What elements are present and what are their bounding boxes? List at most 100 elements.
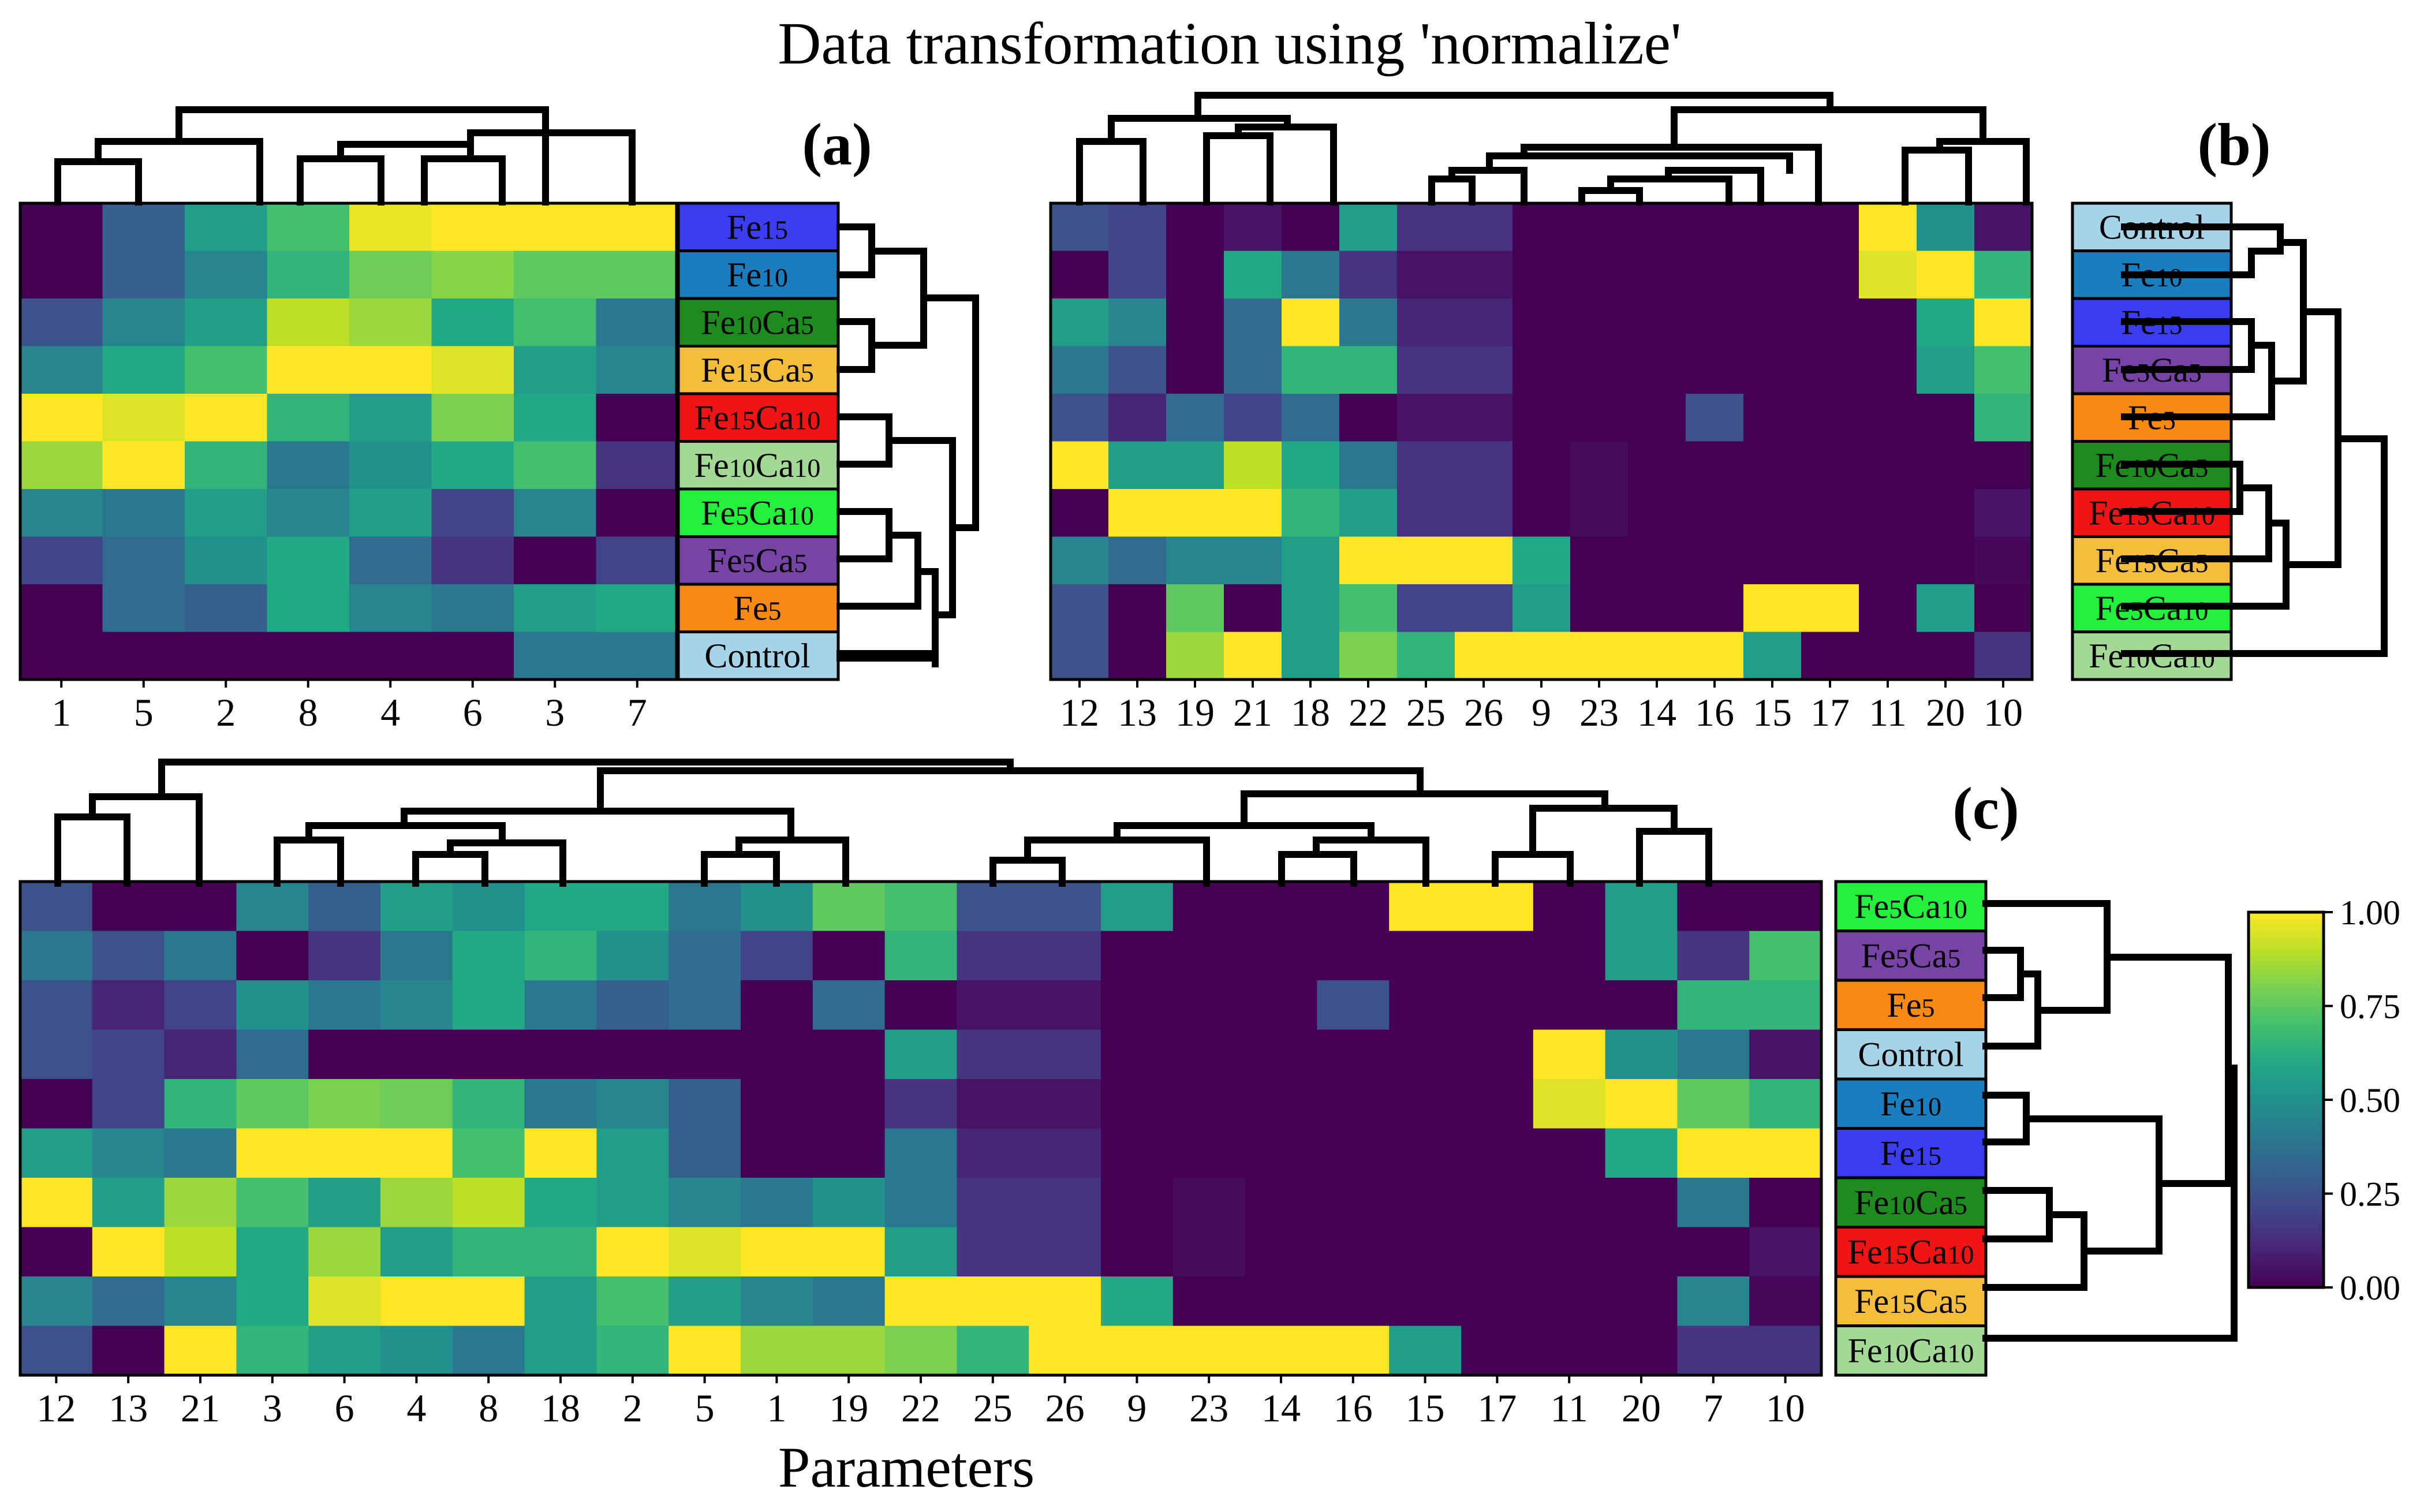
heatmap-cell-c-Fe10-6: [308, 1079, 381, 1129]
heatmap-cell-c-Fe15Ca5-10: [1749, 1276, 1822, 1327]
heatmap-cell-c-Fe15-15: [1389, 1128, 1462, 1178]
heatmap-cell-b-Fe15Ca10-11: [1859, 489, 1917, 537]
heatmap-cell-a-Fe15Ca10-3: [514, 394, 597, 442]
heatmap-cell-b-Fe5-16: [1686, 394, 1744, 442]
heatmap-cell-a-Fe5-5: [102, 584, 185, 633]
heatmap-cell-c-Fe5Ca5-2: [596, 931, 669, 981]
heatmap-cell-a-Fe10-6: [431, 251, 514, 299]
heatmap-cell-c-Fe10-19: [812, 1079, 886, 1129]
heatmap-cell-c-Fe5Ca10-17: [1461, 882, 1534, 932]
heatmap-cell-a-Fe10Ca5-4: [349, 298, 432, 347]
heatmap-cell-c-Fe15-23: [1172, 1128, 1246, 1178]
x-tick-label-c-3: 3: [263, 1386, 282, 1430]
heatmap-cell-b-Fe5Ca5-21: [1224, 346, 1282, 394]
heatmap-cell-c-Fe15Ca5-18: [524, 1276, 597, 1327]
heatmap-cell-c-Fe10Ca5-6: [308, 1178, 381, 1228]
heatmap-cell-c-Fe5Ca5-22: [884, 931, 957, 981]
heatmap-cell-b-Fe10Ca10-15: [1743, 632, 1802, 680]
heatmap-cell-c-Control-2: [596, 1029, 669, 1080]
heatmap-cell-c-Control-22: [884, 1029, 957, 1080]
heatmap-cell-c-Fe5Ca5-15: [1389, 931, 1462, 981]
heatmap-cell-b-Fe5-13: [1108, 394, 1167, 442]
heatmap-cell-c-Fe5-6: [308, 980, 381, 1031]
heatmap-cell-c-Fe15Ca10-22: [884, 1227, 957, 1277]
heatmap-cell-b-Fe5Ca5-17: [1801, 346, 1859, 394]
x-axis-label: Parameters: [778, 1435, 1034, 1499]
heatmap-cell-c-Fe10-9: [1101, 1079, 1174, 1129]
heatmap-cell-b-Control-23: [1570, 203, 1629, 252]
heatmap-cell-c-Fe15Ca5-20: [1605, 1276, 1678, 1327]
heatmap-cell-b-Fe15Ca5-16: [1686, 536, 1744, 585]
heatmap-cell-c-Fe5Ca10-5: [668, 882, 741, 932]
panel-label-c: (c): [1952, 775, 2019, 842]
x-tick-label-c-8: 8: [479, 1386, 498, 1430]
heatmap-cell-c-Fe5Ca5-4: [380, 931, 453, 981]
heatmap-cell-c-Fe10Ca10-16: [1317, 1326, 1390, 1376]
heatmap-cell-b-Control-19: [1166, 203, 1224, 252]
heatmap-cell-b-Fe5Ca10-26: [1455, 584, 1513, 633]
heatmap-cell-c-Fe10-7: [1677, 1079, 1750, 1129]
heatmap-cell-b-Fe5Ca10-17: [1801, 584, 1859, 633]
heatmap-cell-c-Fe15Ca10-26: [1029, 1227, 1101, 1277]
heatmap-cell-a-Fe5Ca5-5: [102, 536, 185, 585]
heatmap-cell-c-Fe10Ca5-12: [20, 1178, 93, 1228]
heatmap-cell-b-Fe10-17: [1801, 251, 1859, 299]
heatmap-cell-b-Fe5Ca5-15: [1743, 346, 1802, 394]
row-label-c-Fe5Ca10: Fe5Ca10: [1854, 887, 1967, 925]
heatmap-cell-b-Fe10-12: [1051, 251, 1109, 299]
heatmap-cell-b-Fe10Ca10-22: [1339, 632, 1398, 680]
heatmap-cell-b-Fe5Ca10-16: [1686, 584, 1744, 633]
heatmap-cell-c-Control-13: [92, 1029, 165, 1080]
heatmap-cell-b-Fe5-21: [1224, 394, 1282, 442]
heatmap-cell-c-Fe5-12: [20, 980, 93, 1031]
heatmap-cell-c-Fe10-8: [452, 1079, 525, 1129]
heatmap-cell-c-Fe5-2: [596, 980, 669, 1031]
x-tick-label-b-11: 11: [1869, 690, 1906, 734]
heatmap-cell-c-Control-1: [741, 1029, 813, 1080]
heatmap-cell-c-Fe10Ca5-19: [812, 1178, 886, 1228]
heatmap-cell-b-Control-10: [1974, 203, 2033, 252]
row-label-box-c-Fe10Ca10: [1834, 1324, 1988, 1377]
heatmap-cell-c-Fe15Ca10-9: [1101, 1227, 1174, 1277]
heatmap-cell-c-Fe5Ca10-4: [380, 882, 453, 932]
heatmap-cell-a-Fe10Ca5-7: [596, 298, 679, 347]
heatmap-cell-b-Fe10Ca10-9: [1512, 632, 1571, 680]
heatmap-cell-c-Fe5Ca5-6: [308, 931, 381, 981]
heatmap-cell-b-Fe15Ca10-26: [1455, 489, 1513, 537]
heatmap-cell-c-Control-16: [1317, 1029, 1390, 1080]
heatmap-cell-b-Fe10Ca5-11: [1859, 441, 1917, 490]
heatmap-cell-c-Fe10Ca10-19: [812, 1326, 886, 1376]
heatmap-cell-c-Fe5-16: [1317, 980, 1390, 1031]
heatmap-cell-a-Fe15Ca10-7: [596, 394, 679, 442]
heatmap-cell-c-Fe5-9: [1101, 980, 1174, 1031]
heatmap-cell-b-Fe5Ca10-25: [1397, 584, 1455, 633]
heatmap-cell-c-Control-11: [1533, 1029, 1606, 1080]
heatmap-cell-c-Control-4: [380, 1029, 453, 1080]
heatmap-cell-c-Fe10Ca5-20: [1605, 1178, 1678, 1228]
heatmap-cell-b-Fe5-9: [1512, 394, 1571, 442]
colorbar-ticks: 0.00 0.25 0.50 0.75 1.00: [2324, 894, 2400, 1307]
heatmap-cell-c-Fe5Ca5-20: [1605, 931, 1678, 981]
heatmap-cell-b-Control-26: [1455, 203, 1513, 252]
heatmap-cell-b-Fe15Ca10-14: [1628, 489, 1686, 537]
heatmap-cell-a-Fe15Ca5-5: [102, 346, 185, 394]
x-tick-label-c-10: 10: [1766, 1386, 1805, 1430]
heatmap-cell-a-Fe15Ca10-6: [431, 394, 514, 442]
heatmap-cell-c-Fe15Ca10-20: [1605, 1227, 1678, 1277]
heatmap-cell-c-Fe15-16: [1317, 1128, 1390, 1178]
heatmap-cell-b-Fe10Ca5-22: [1339, 441, 1398, 490]
heatmap-cell-c-Fe10Ca5-21: [164, 1178, 237, 1228]
heatmap-cell-a-Fe15Ca5-2: [185, 346, 268, 394]
row-label-a-Fe5: Fe5: [734, 589, 782, 627]
heatmap-cell-c-Fe15-1: [741, 1128, 813, 1178]
heatmap-cell-b-Fe5Ca10-18: [1282, 584, 1340, 633]
heatmap-cell-c-Fe10Ca10-11: [1533, 1326, 1606, 1376]
heatmap-cell-c-Fe10Ca10-20: [1605, 1326, 1678, 1376]
heatmap-cell-b-Fe10-14: [1628, 251, 1686, 299]
heatmap-cell-c-Fe5Ca10-11: [1533, 882, 1606, 932]
heatmap-cell-c-Fe5-22: [884, 980, 957, 1031]
heatmap-cell-b-Fe15Ca5-14: [1628, 536, 1686, 585]
heatmap-cell-c-Fe5Ca10-14: [1245, 882, 1317, 932]
heatmap-cell-c-Fe5Ca10-22: [884, 882, 957, 932]
